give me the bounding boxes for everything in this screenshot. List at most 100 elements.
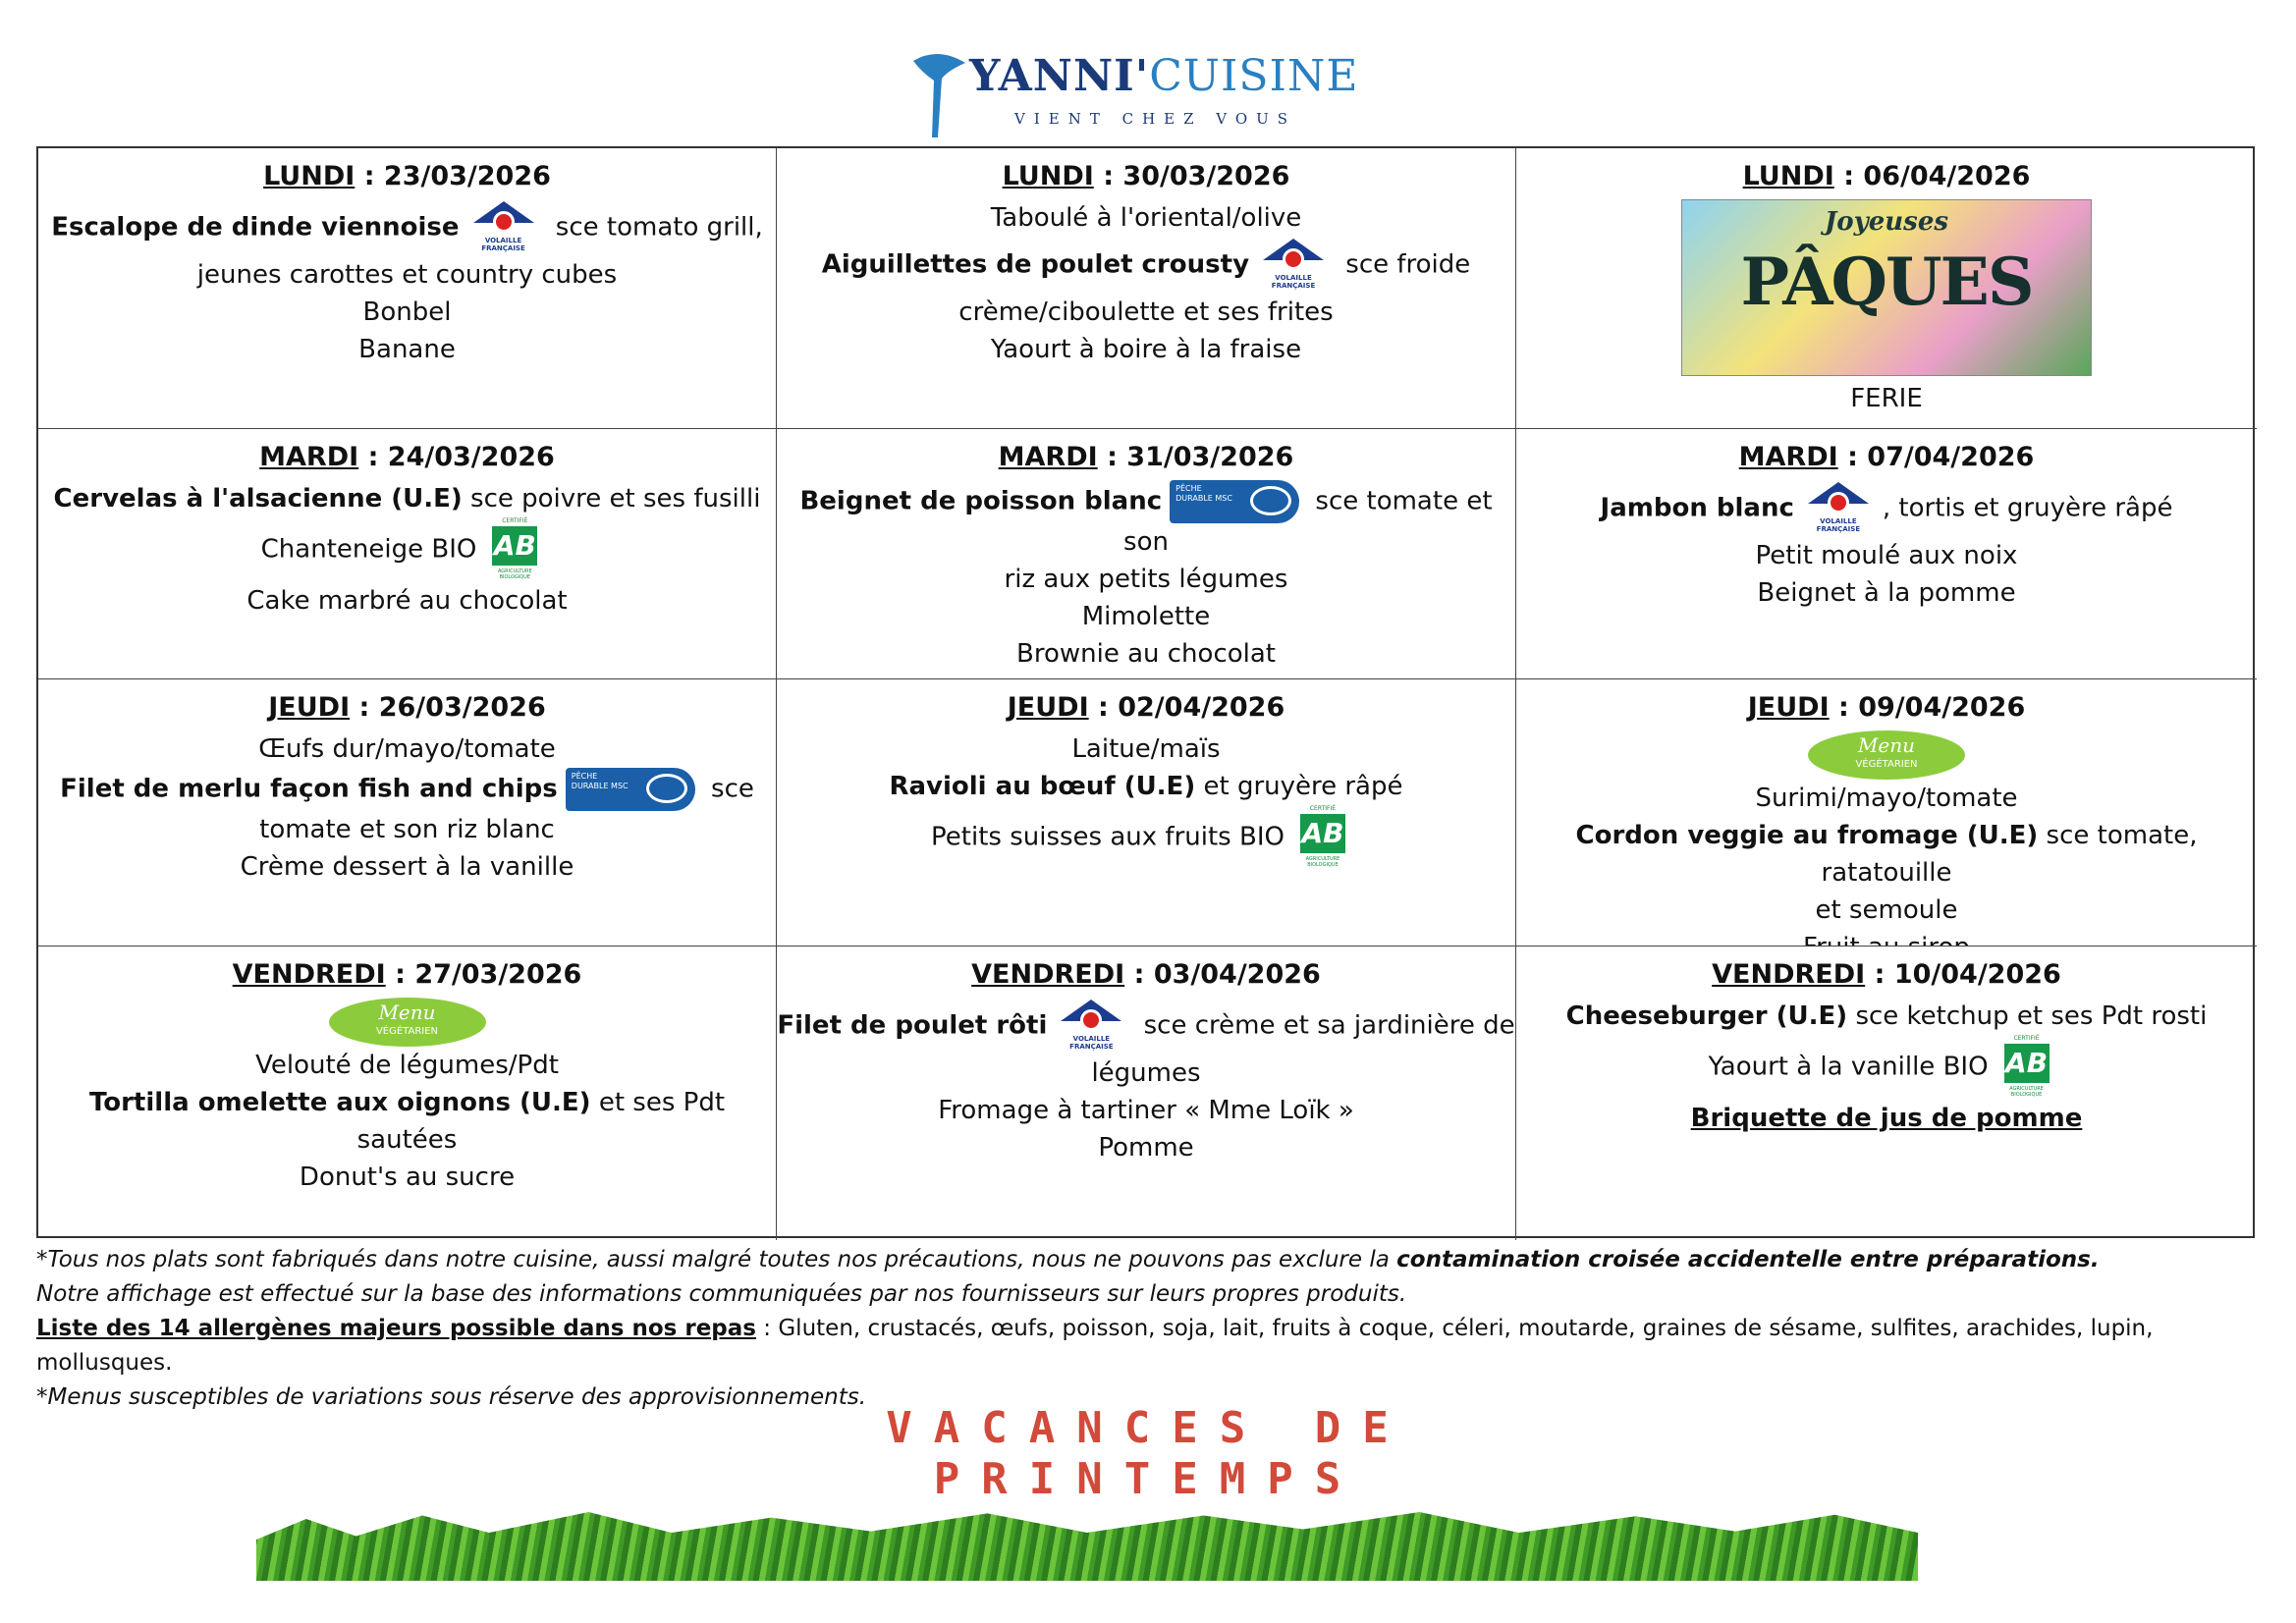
- menu-line: tomate et son riz blanc: [38, 811, 776, 848]
- day-cell: MARDI : 24/03/2026 Cervelas à l'alsacienn…: [38, 429, 777, 679]
- menu-line: Filet de merlu façon fish and chips PÊCHE…: [38, 768, 776, 811]
- menu-item-text: Crème dessert à la vanille: [240, 852, 574, 882]
- yanni-cuisine-logo: YANNI'CUISINE VIENT CHEZ VOUS: [908, 51, 1360, 144]
- menu-line: Aiguillettes de poulet crousty VOLAILLE F…: [777, 237, 1515, 294]
- menu-line: Escalope de dinde viennoise VOLAILLE FRAN…: [38, 199, 776, 256]
- menu-line: et semoule: [1516, 892, 2257, 929]
- menu-item-text: sce froide: [1338, 249, 1471, 280]
- day-header: LUNDI : 23/03/2026: [263, 161, 551, 191]
- menu-line: Bonbel: [38, 294, 776, 331]
- banner-line-1: VACANCES DE: [886, 1403, 1410, 1453]
- menu-item-text: Filet de merlu façon fish and chips: [60, 774, 558, 804]
- menu-item-text: Cake marbré au chocolat: [246, 586, 568, 616]
- brand-tagline: VIENT CHEZ VOUS: [1014, 110, 1297, 128]
- day-header: VENDREDI : 03/04/2026: [971, 959, 1321, 990]
- menu-item-text: Pomme: [1098, 1133, 1194, 1163]
- menu-item-text: Filet de poulet rôti: [777, 1010, 1048, 1041]
- menu-item-text: Surimi/mayo/tomate: [1755, 784, 2018, 813]
- menu-line: Cheeseburger (U.E) sce ketchup et ses Pd…: [1516, 998, 2257, 1035]
- menu-item-text: , tortis et gruyère râpé: [1882, 493, 2173, 523]
- volaille-francaise-logo-icon: VOLAILLE FRANÇAISE: [467, 199, 540, 256]
- menu-line: Joyeuses PÂQUES: [1516, 199, 2257, 376]
- footer-line-4: *Menus susceptibles de variations sous r…: [36, 1384, 867, 1410]
- menu-line: Velouté de légumes/Pdt: [38, 1047, 776, 1084]
- menu-item-text: Petit moulé aux noix: [1755, 541, 2018, 570]
- menu-line: Petits suisses aux fruits BIO CERTIFIÉ AB A…: [777, 805, 1515, 870]
- menu-item-text: Yaourt à boire à la fraise: [990, 335, 1302, 364]
- menu-line: Beignet à la pomme: [1516, 574, 2257, 612]
- menu-item-text: jeunes carottes et country cubes: [196, 260, 618, 290]
- menu-line: Fruit au sirop: [1516, 929, 2257, 946]
- menu-line: Crème dessert à la vanille: [38, 848, 776, 886]
- day-header: VENDREDI : 10/04/2026: [1712, 959, 2061, 990]
- menu-item-text: et ses Pdt sautées: [356, 1088, 726, 1155]
- menu-item-text: Tortilla omelette aux oignons (U.E): [88, 1088, 591, 1117]
- menu-item-text: et gruyère râpé: [1195, 772, 1403, 801]
- day-cell: JEUDI : 09/04/2026 Menu VÉGÉTARIEN Surimi/m…: [1516, 679, 2257, 947]
- menu-item-text: Escalope de dinde viennoise: [51, 212, 460, 243]
- footer-notes: *Tous nos plats sont fabriqués dans notr…: [36, 1243, 2296, 1415]
- volaille-francaise-logo-icon: VOLAILLE FRANÇAISE: [1055, 998, 1127, 1055]
- menu-line: Taboulé à l'oriental/olive: [777, 199, 1515, 237]
- menu-line: jeunes carottes et country cubes: [38, 256, 776, 294]
- ab-bio-logo-icon: CERTIFIÉ AB AGRICULTURE BIOLOGIQUE: [2003, 1035, 2050, 1098]
- menu-item-text: Fromage à tartiner « Mme Loïk »: [938, 1096, 1354, 1125]
- menu-item-text: Cheeseburger (U.E): [1565, 1001, 1848, 1031]
- menu-line: Laitue/maïs: [777, 730, 1515, 768]
- menu-item-text: Mimolette: [1081, 602, 1211, 631]
- day-cell: JEUDI : 26/03/2026 Œufs dur/mayo/tomate Fi…: [38, 679, 777, 947]
- day-cell: VENDREDI : 03/04/2026 Filet de poulet rôt…: [777, 947, 1516, 1240]
- menu-line: légumes: [777, 1055, 1515, 1092]
- menu-item-text: sce tomate et son: [1123, 486, 1493, 558]
- day-cell: LUNDI : 06/04/2026 Joyeuses PÂQUES FERIE: [1516, 148, 2257, 429]
- menu-line: Tortilla omelette aux oignons (U.E) et s…: [38, 1084, 776, 1159]
- footer-line-3: Liste des 14 allergènes majeurs possible…: [36, 1316, 2154, 1376]
- menu-item-text: Taboulé à l'oriental/olive: [990, 203, 1302, 233]
- menu-item-text: sce tomate, ratatouille: [1821, 821, 2198, 888]
- menu-item-text: Beignet à la pomme: [1757, 578, 2016, 608]
- day-cell: MARDI : 07/04/2026 Jambon blanc VOLAILLE F…: [1516, 429, 2257, 679]
- grass-decoration: [256, 1512, 1918, 1581]
- joyeuses-paques-image: Joyeuses PÂQUES: [1681, 199, 2092, 376]
- menu-line: Menu VÉGÉTARIEN: [38, 998, 776, 1047]
- menu-line: Beignet de poisson blanc PÊCHE DURABLE MS…: [777, 480, 1515, 561]
- day-cell: LUNDI : 30/03/2026 Taboulé à l'oriental/o…: [777, 148, 1516, 429]
- menu-item-text: Yaourt à la vanille BIO: [1708, 1052, 1989, 1082]
- day-header: MARDI : 07/04/2026: [1738, 442, 2035, 472]
- menu-item-text: Beignet de poisson blanc: [799, 486, 1163, 516]
- menu-line: FERIE: [1516, 380, 2257, 417]
- menu-item-text: FERIE: [1850, 384, 1923, 413]
- menu-item-text: Œufs dur/mayo/tomate: [258, 734, 556, 764]
- menu-line: Banane: [38, 331, 776, 368]
- day-header: MARDI : 31/03/2026: [998, 442, 1294, 472]
- menu-item-text: sce crème et sa jardinière de: [1135, 1010, 1515, 1041]
- menu-line: Jambon blanc VOLAILLE FRANÇAISE, tortis e…: [1516, 480, 2257, 537]
- day-cell: VENDREDI : 10/04/2026 Cheeseburger (U.E) …: [1516, 947, 2257, 1240]
- menu-line: Filet de poulet rôti VOLAILLE FRANÇAISE s…: [777, 998, 1515, 1055]
- msc-logo-icon: PÊCHE DURABLE MSC: [565, 768, 695, 811]
- menu-line: Cake marbré au chocolat: [38, 582, 776, 620]
- ab-bio-logo-icon: CERTIFIÉ AB AGRICULTURE BIOLOGIQUE: [492, 517, 538, 580]
- menu-item-text: Cervelas à l'alsacienne (U.E): [53, 484, 463, 514]
- menu-item-text: Banane: [358, 335, 456, 364]
- menu-item-text: Bonbel: [362, 298, 452, 327]
- menu-line: Chanteneige BIO CERTIFIÉ AB AGRICULTURE BIO…: [38, 517, 776, 582]
- menu-item-text: crème/ciboulette et ses frites: [958, 298, 1334, 327]
- menu-item-text: Chanteneige BIO: [260, 534, 477, 565]
- menu-item-text: Petits suisses aux fruits BIO: [931, 822, 1285, 852]
- menu-line: Donut's au sucre: [38, 1159, 776, 1196]
- menu-line: Yaourt à la vanille BIO CERTIFIÉ AB AGRICUL…: [1516, 1035, 2257, 1100]
- day-header: VENDREDI : 27/03/2026: [232, 959, 582, 990]
- menu-item-text: Velouté de légumes/Pdt: [255, 1051, 559, 1080]
- menu-line: Surimi/mayo/tomate: [1516, 780, 2257, 817]
- menu-vegetarien-logo-icon: Menu VÉGÉTARIEN: [1808, 730, 1965, 780]
- menu-item-text: et semoule: [1815, 895, 1958, 925]
- menu-item-text: Fruit au sirop: [1803, 933, 1970, 946]
- menu-line: Fromage à tartiner « Mme Loïk »: [777, 1092, 1515, 1129]
- menu-item-text: Aiguillettes de poulet crousty: [821, 249, 1250, 280]
- menu-grid: LUNDI : 23/03/2026 Escalope de dinde vien…: [36, 146, 2257, 1240]
- menu-line: Cervelas à l'alsacienne (U.E) sce poivre…: [38, 480, 776, 517]
- day-cell: VENDREDI : 27/03/2026 Menu VÉGÉTARIEN Velou…: [38, 947, 777, 1240]
- menu-line: Yaourt à boire à la fraise: [777, 331, 1515, 368]
- menu-item-text: Laitue/maïs: [1071, 734, 1221, 764]
